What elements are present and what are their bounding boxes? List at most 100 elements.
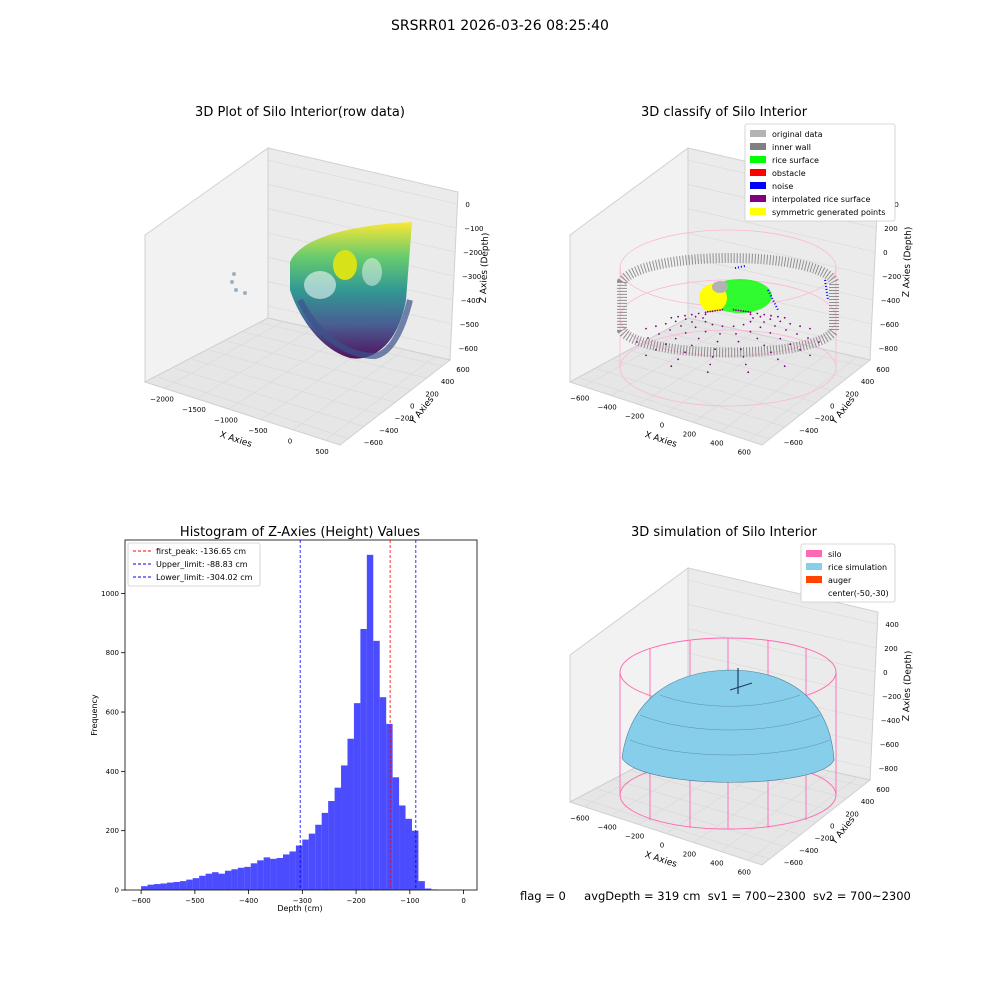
p2-y-tick-label: −200 [815,415,834,423]
classify-xlabel: X Axies [643,430,678,450]
raw-zlabel: Z Axies (Depth) [479,233,491,304]
p4-z-tick-label: 200 [884,645,897,653]
interpolated-point [749,311,752,314]
histogram-bar [353,703,361,890]
simulation-legend-box [800,543,896,603]
interpolated-point [735,309,737,311]
interpolated-point [742,323,745,326]
classify-noise-points [734,265,829,311]
histogram-bar [360,628,367,890]
histogram-legend-label: Upper_limit: -88.83 cm [156,560,248,569]
p1-y-tick-label: 0 [410,403,414,411]
p1-y-gridline [175,367,366,428]
histogram-y-tick-label: 800 [106,649,119,657]
p4-x-tick-label: −200 [625,833,644,841]
histogram-bar [179,881,187,890]
histogram-axes-frame [124,539,478,891]
p2-z-tick-label: −800 [879,345,898,353]
p2-y-gridline [595,367,786,428]
histogram-bar [186,879,193,890]
p2-z-tick-label: −200 [882,273,901,281]
p2-z-tick-label: 200 [884,225,897,233]
p4-x-tick-label: 400 [710,860,723,868]
histogram-bar [244,866,251,890]
classify-legend-label: obstacle [772,169,806,178]
p2-y-gridline [612,358,801,415]
interpolated-point [763,313,766,316]
interpolated-point [759,315,762,318]
interpolated-point [694,326,697,329]
p1-x-tick-label: 0 [288,437,292,445]
p4-z-gridline [687,604,877,649]
histogram-bar [328,801,335,890]
interpolated-point [763,321,765,323]
classify-interpolated-points [636,308,820,374]
interpolated-point [664,343,667,346]
p2-z-gridline [687,305,871,349]
p1-y-gridline [208,349,397,403]
p4-y-tick-label: 600 [876,786,889,794]
interpolated-point [636,341,638,343]
p1-y-gridline [225,340,412,391]
classify-3d-plot: 3D classify of Silo Interior −600 −400 −20… [568,105,914,457]
interpolated-point [704,330,707,333]
simulation-legend-label: rice simulation [828,563,887,572]
interpolated-point [711,356,714,358]
interpolated-point [670,316,673,319]
histogram-x-tick-label: −500 [185,897,204,905]
p2-y-tick-label: −600 [784,439,803,447]
simulation-legend-swatch [806,550,822,557]
interpolated-point [669,329,671,331]
p4-z-gridline [687,628,876,673]
simulation-legend-label: center(-50,-30) [828,589,889,598]
interpolated-point [789,322,792,325]
simulation-auger [729,668,753,694]
raw-axis-ticks: −2000−1500−1000−5000500−600−400−20002004… [150,201,483,456]
interpolated-point [711,323,714,326]
p4-x-tick-label: 0 [660,842,664,850]
interpolated-point [770,314,772,317]
interpolated-point [645,327,647,330]
interpolated-point [714,348,716,351]
histogram-y-tick-label: 0 [115,887,119,895]
interpolated-point [706,310,709,313]
histogram-bar [160,883,167,890]
p1-y-tick-label: −400 [379,427,398,435]
p2-y-gridline [679,322,863,367]
histogram-bar [154,884,161,890]
interpolated-point [783,316,786,319]
p1-x-tick-label: −1000 [214,416,238,424]
interpolated-point [719,309,721,311]
interpolated-point [658,333,660,335]
interpolated-point [818,341,820,343]
classify-legend-label: original data [772,130,823,139]
p2-y-tick-label: 200 [845,390,858,398]
p2-y-gridline [628,349,817,403]
interpolated-point [704,313,707,316]
interpolated-point [740,309,742,312]
interpolated-point [737,340,740,343]
histogram-bar [218,873,225,890]
histogram-x-tick-label: −600 [132,897,151,905]
interpolated-point [759,326,762,329]
simulation-legend: silo rice simulation auger center(-50,-30) [800,543,896,603]
p1-x-tick-label: 500 [315,448,328,456]
histogram-bar [424,888,432,890]
interpolated-point [647,337,649,339]
p2-x-tick-label: 200 [683,431,696,439]
histogram-bar [257,860,264,890]
interpolated-point [807,337,809,339]
interpolated-point [684,351,686,354]
p1-z-tick-label: 0 [465,201,469,209]
p2-x-tick-label: −600 [570,395,589,403]
interpolated-point [704,320,707,323]
histogram-bar [147,884,155,890]
p2-z-gridline [687,232,875,277]
p2-z-tick-label: −400 [881,297,900,305]
histogram-bar [418,881,425,890]
p1-z-tick-label: −500 [460,321,479,329]
interpolated-point [749,320,752,323]
p2-x-tick-label: −400 [598,404,617,412]
p2-x-tick-label: −200 [625,413,644,421]
